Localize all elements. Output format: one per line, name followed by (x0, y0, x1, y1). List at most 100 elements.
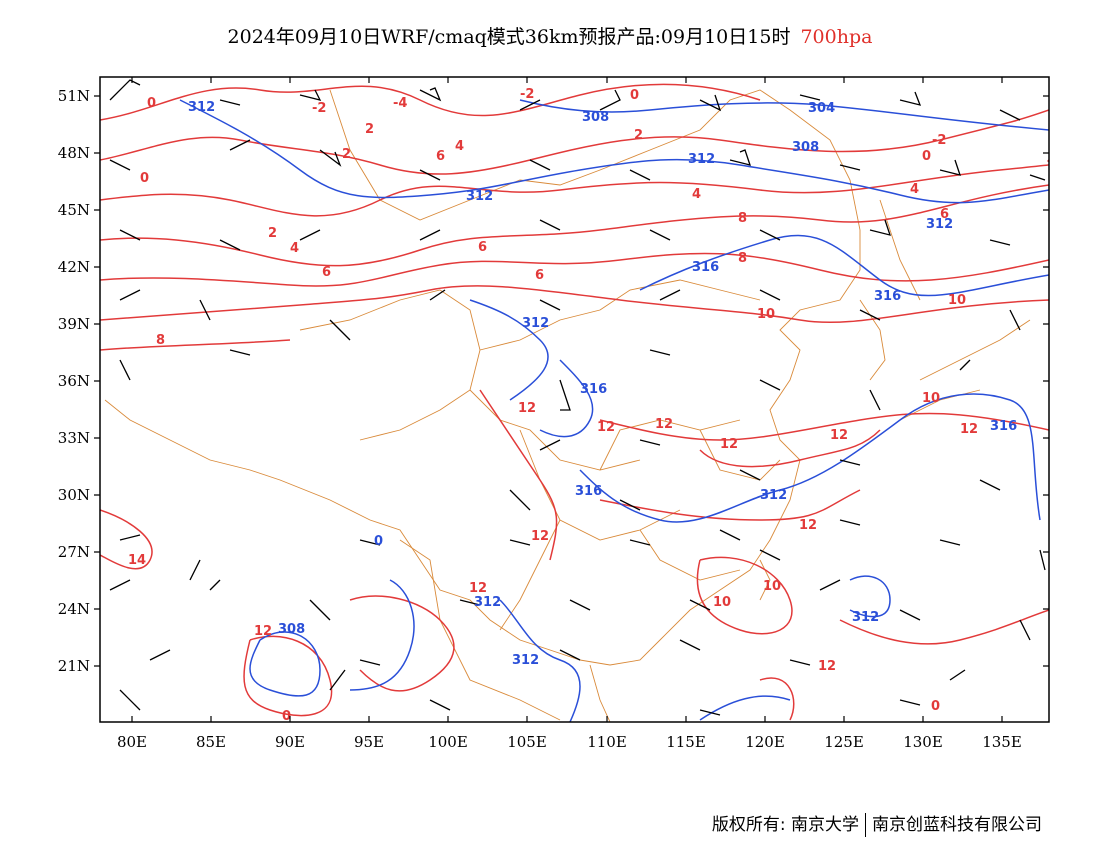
temp-label: -2 (312, 101, 326, 116)
temp-label: 0 (931, 699, 940, 714)
lon-label: 80E (117, 733, 147, 751)
lon-label: 130E (903, 733, 943, 751)
temp-label: -2 (932, 133, 946, 148)
lat-label: 24N (58, 600, 90, 618)
neighbor-borders (399, 199, 921, 722)
lat-label: 42N (58, 258, 90, 276)
temp-label: 12 (655, 417, 673, 432)
temp-label: 4 (910, 182, 919, 197)
temp-label: 8 (156, 333, 165, 348)
temp-label: 4 (692, 187, 701, 202)
temp-label: 12 (960, 422, 978, 437)
height-label: 312 (688, 152, 715, 167)
temp-label: 0 (147, 96, 156, 111)
height-contours (179, 99, 1049, 722)
temp-label: 6 (436, 149, 445, 164)
lat-labels: 51N 48N 45N 42N 39N 36N 33N 30N 27N 24N … (58, 87, 90, 675)
lat-label: 39N (58, 315, 90, 333)
china-border (104, 89, 861, 666)
lon-label: 125E (824, 733, 864, 751)
height-label: 0 (374, 534, 383, 549)
height-label: 316 (692, 260, 719, 275)
height-label: 312 (466, 189, 493, 204)
plot-frame (99, 76, 1050, 723)
temp-label: 12 (469, 581, 487, 596)
lon-label: 135E (982, 733, 1022, 751)
lat-label: 45N (58, 201, 90, 219)
temp-label: 4 (455, 139, 464, 154)
temperature-labels: 0 -2 -4 -2 0 2 0 -2 0 2 4 6 4 2 4 6 8 6 … (128, 87, 978, 724)
height-label: 316 (874, 289, 901, 304)
lat-label: 36N (58, 372, 90, 390)
lat-label: 27N (58, 543, 90, 561)
footer-divider (865, 813, 866, 837)
temp-label: 6 (940, 207, 949, 222)
wind-barbs (109, 79, 1046, 716)
temp-label: 10 (922, 391, 940, 406)
lon-label: 105E (507, 733, 547, 751)
temp-label: -2 (520, 87, 534, 102)
lat-label: 51N (58, 87, 90, 105)
height-label: 312 (188, 100, 215, 115)
height-label: 308 (582, 110, 609, 125)
temp-label: 8 (738, 211, 747, 226)
lon-label: 120E (745, 733, 785, 751)
lat-label: 48N (58, 144, 90, 162)
temp-label: 14 (128, 553, 146, 568)
lat-ticks (94, 95, 1049, 667)
height-label: 312 (926, 217, 953, 232)
lon-label: 85E (196, 733, 226, 751)
temp-label: 12 (531, 529, 549, 544)
temp-label: -4 (393, 96, 407, 111)
height-label: 312 (852, 610, 879, 625)
height-label: 316 (580, 382, 607, 397)
temp-label: 0 (922, 149, 931, 164)
temp-label: 12 (597, 420, 615, 435)
height-label: 312 (760, 488, 787, 503)
temp-label: 2 (342, 147, 351, 162)
lon-ticks (131, 77, 1003, 722)
lat-label: 33N (58, 429, 90, 447)
temp-label: 6 (478, 240, 487, 255)
title-level: 700hpa (800, 26, 873, 48)
temp-label: 12 (254, 624, 272, 639)
temp-label: 2 (634, 128, 643, 143)
height-label: 316 (575, 484, 602, 499)
temp-label: 10 (948, 293, 966, 308)
temp-label: 8 (738, 251, 747, 266)
company-text: 南京创蓝科技有限公司 (872, 815, 1042, 835)
copyright-text: 版权所有: 南京大学 (711, 815, 859, 835)
temp-label: 12 (830, 428, 848, 443)
temp-label: 10 (757, 307, 775, 322)
temp-label: 4 (290, 241, 299, 256)
copyright-footer: 版权所有: 南京大学 南京创蓝科技有限公司 (712, 810, 1042, 837)
height-label: 308 (792, 140, 819, 155)
temp-label: 0 (282, 709, 291, 724)
height-label: 312 (512, 653, 539, 668)
height-label: 312 (474, 595, 501, 610)
temp-label: 10 (713, 595, 731, 610)
temp-label: 0 (630, 88, 639, 103)
lon-label: 110E (587, 733, 627, 751)
height-label: 312 (522, 316, 549, 331)
title-main: 2024年09月10日WRF/cmaq模式36km预报产品:09月10日15时 (227, 26, 791, 48)
temp-label: 12 (799, 518, 817, 533)
height-label: 308 (278, 622, 305, 637)
lon-label: 115E (666, 733, 706, 751)
map-title: 2024年09月10日WRF/cmaq模式36km预报产品:09月10日15时 7… (0, 22, 1100, 49)
lat-label: 21N (58, 657, 90, 675)
lon-labels: 80E 85E 90E 95E 100E 105E 110E 115E 120E… (117, 733, 1022, 751)
map-layers (100, 79, 1049, 722)
temp-label: 10 (763, 579, 781, 594)
temp-label: 12 (818, 659, 836, 674)
temp-label: 12 (518, 401, 536, 416)
temp-label: 6 (322, 265, 331, 280)
temp-label: 2 (268, 226, 277, 241)
height-label: 316 (990, 419, 1017, 434)
province-lines (299, 279, 781, 631)
temp-label: 12 (720, 437, 738, 452)
lat-label: 30N (58, 486, 90, 504)
lon-label: 95E (354, 733, 384, 751)
temp-label: 0 (140, 171, 149, 186)
